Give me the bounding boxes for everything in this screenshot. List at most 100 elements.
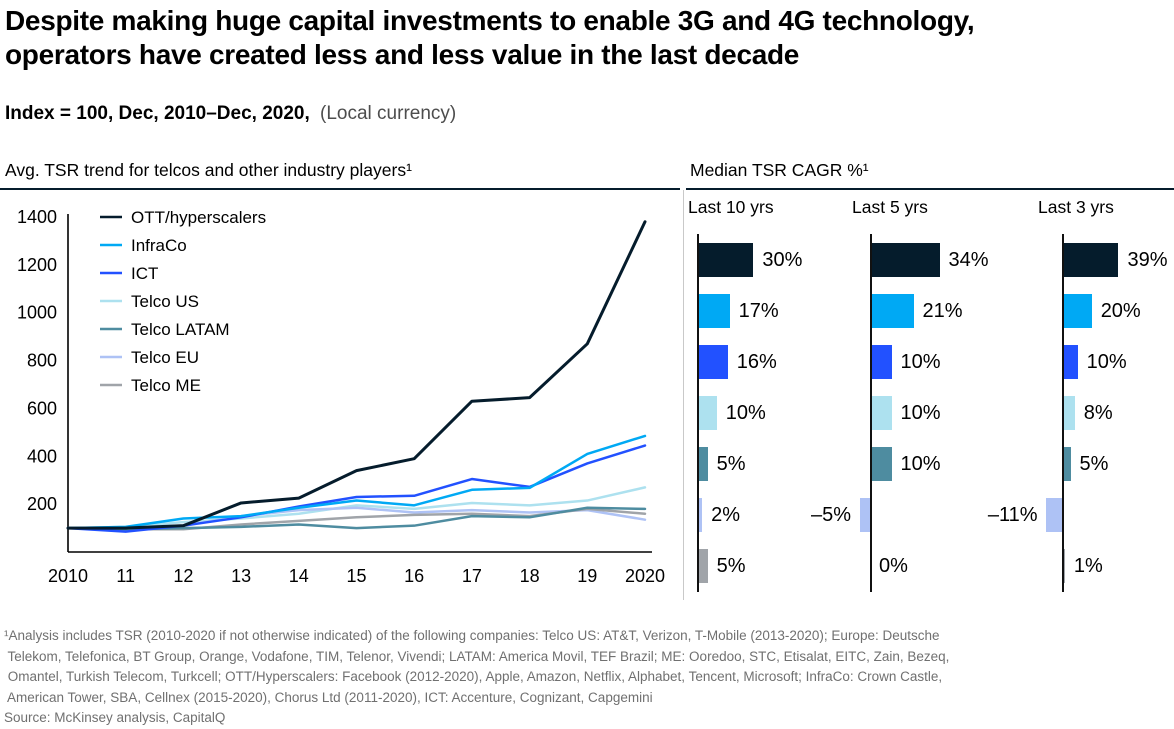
footnote-line: Telekom, Telefonica, BT Group, Orange, V… xyxy=(4,648,950,664)
bar-telco-eu xyxy=(698,498,703,532)
x-tick-label: 16 xyxy=(404,566,424,586)
bar-value-label: 10% xyxy=(900,351,941,373)
x-tick-label: 17 xyxy=(462,566,482,586)
x-tick-label: 2010 xyxy=(48,566,88,586)
y-tick-label: 400 xyxy=(27,446,57,466)
bar-value-label: 17% xyxy=(738,300,779,322)
bar-value-label: 2% xyxy=(711,504,741,526)
bar-value-label: 10% xyxy=(900,402,941,424)
legend-label: Telco ME xyxy=(131,376,201,395)
bar-infraco xyxy=(871,294,914,328)
legend-label: Telco LATAM xyxy=(131,320,230,339)
x-tick-label: 12 xyxy=(173,566,193,586)
bar-telco-eu xyxy=(1046,498,1062,532)
legend-label: OTT/hyperscalers xyxy=(131,208,266,227)
footnote-line: Omantel, Turkish Telecom, Turkcell; OTT/… xyxy=(4,669,943,684)
legend-item: InfraCo xyxy=(100,236,187,255)
x-tick-label: 18 xyxy=(520,566,540,586)
bar-ict xyxy=(871,345,892,379)
bar-infraco xyxy=(1063,294,1092,328)
bar-value-label: 30% xyxy=(762,249,803,271)
x-tick-label: 15 xyxy=(346,566,366,586)
line-series-ict xyxy=(66,444,647,533)
bar-axis xyxy=(697,234,699,592)
page-title-line-1: Despite making huge capital investments … xyxy=(5,5,975,36)
bar-value-label: 10% xyxy=(725,402,766,424)
y-tick-label: 1400 xyxy=(17,207,57,227)
x-tick-label: 2020 xyxy=(625,566,665,586)
y-tick-label: 800 xyxy=(27,351,57,371)
legend-label: ICT xyxy=(131,264,158,283)
legend-item: Telco LATAM xyxy=(100,320,230,339)
bar-value-label: 39% xyxy=(1127,249,1168,271)
bar-panel-title: Median TSR CAGR %¹ xyxy=(690,160,869,180)
bar-axis xyxy=(870,234,872,592)
bar-telco-us xyxy=(1063,396,1075,430)
footnote-line: American Tower, SBA, Cellnex (2015-2020)… xyxy=(4,689,653,705)
legend-item: Telco EU xyxy=(100,348,199,367)
legend-item: OTT/hyperscalers xyxy=(100,208,266,227)
line-series-telco-us xyxy=(66,486,647,530)
legend-label: Telco US xyxy=(131,292,199,311)
x-tick-label: 14 xyxy=(289,566,309,586)
footnote-line: ¹Analysis includes TSR (2010-2020 if not… xyxy=(4,628,940,643)
bar-value-label: 8% xyxy=(1083,402,1113,424)
subtitle: Index = 100, Dec, 2010–Dec, 2020, (Local… xyxy=(5,103,456,125)
y-tick-label: 1000 xyxy=(17,303,57,323)
y-tick-label: 1200 xyxy=(17,255,57,275)
bar-value-label: 1% xyxy=(1073,555,1103,577)
bar-ict xyxy=(698,345,728,379)
legend-label: InfraCo xyxy=(131,236,187,255)
bar-infraco xyxy=(698,294,730,328)
bar-value-label: 0% xyxy=(879,555,908,577)
y-tick-label: 200 xyxy=(27,494,57,514)
line-series-ott-hyperscalers xyxy=(66,220,647,530)
panel-divider xyxy=(683,190,684,600)
legend-item: Telco US xyxy=(100,292,199,311)
bar-telco-us xyxy=(698,396,717,430)
x-tick-label: 19 xyxy=(577,566,597,586)
bar-telco-latam xyxy=(1063,447,1071,481)
page-title-line-2: operators have created less and less val… xyxy=(5,39,800,70)
legend-item: ICT xyxy=(100,264,158,283)
bar-group-header: Last 10 yrs xyxy=(688,197,774,217)
bar-ott-hyperscalers xyxy=(698,243,754,277)
bar-telco-me xyxy=(698,549,708,583)
bar-value-label: –5% xyxy=(810,504,851,526)
line-series-infraco xyxy=(66,434,647,530)
x-tick-label: 13 xyxy=(231,566,251,586)
bar-value-label: 21% xyxy=(922,300,963,322)
subtitle-index-label: Index = 100, Dec, 2010–Dec, 2020, xyxy=(5,103,310,124)
legend-item: Telco ME xyxy=(100,376,201,395)
page-title: Despite making huge capital investments … xyxy=(5,4,975,72)
y-tick-label: 600 xyxy=(27,398,57,418)
source-line: Source: McKinsey analysis, CapitalQ xyxy=(4,710,226,725)
bar-ott-hyperscalers xyxy=(871,243,940,277)
bar-value-label: 5% xyxy=(716,453,746,475)
bar-ict xyxy=(1063,345,1078,379)
bar-ott-hyperscalers xyxy=(1063,243,1119,277)
bar-value-label: 5% xyxy=(1079,453,1109,475)
bar-telco-latam xyxy=(698,447,708,481)
bar-value-label: 10% xyxy=(1086,351,1127,373)
bar-telco-me xyxy=(1063,549,1065,583)
bar-value-label: 10% xyxy=(900,453,941,475)
left-section-rule xyxy=(0,188,680,190)
bar-value-label: –11% xyxy=(987,504,1038,526)
bar-group-header: Last 5 yrs xyxy=(852,197,928,217)
bar-value-label: 20% xyxy=(1100,300,1141,322)
bar-value-label: 5% xyxy=(716,555,746,577)
right-section-rule xyxy=(686,188,1174,190)
bar-value-label: 16% xyxy=(736,351,777,373)
bar-telco-us xyxy=(871,396,892,430)
footnote: ¹Analysis includes TSR (2010-2020 if not… xyxy=(4,626,949,729)
x-tick-label: 11 xyxy=(116,566,135,586)
bar-telco-eu xyxy=(860,498,870,532)
subtitle-currency-label: (Local currency) xyxy=(320,103,457,124)
line-chart: 200 400 600 800 1000 1200 1400 2010 11 12 13 14 15 16… xyxy=(17,207,665,586)
bar-axis xyxy=(1062,234,1064,592)
line-chart-title: Avg. TSR trend for telcos and other indu… xyxy=(5,160,412,180)
bar-telco-latam xyxy=(871,447,892,481)
bar-value-label: 34% xyxy=(948,249,989,271)
